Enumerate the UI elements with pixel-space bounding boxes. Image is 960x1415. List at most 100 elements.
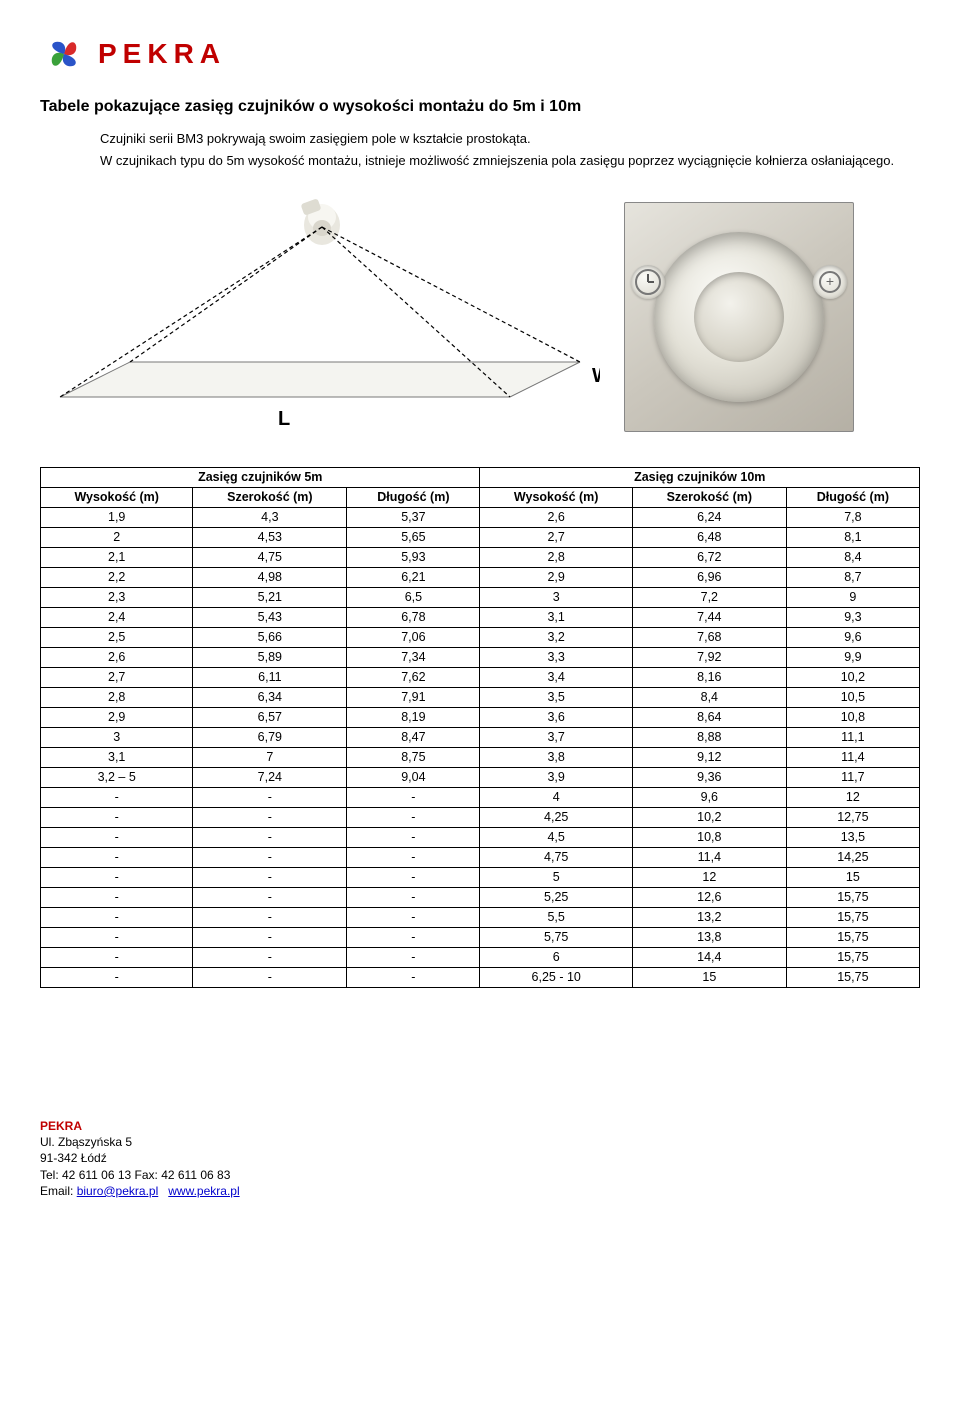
table-cell: 3,7 — [480, 728, 632, 748]
table-cell: 5,65 — [347, 528, 480, 548]
footer-phone-fax: Tel: 42 611 06 13 Fax: 42 611 06 83 — [40, 1167, 920, 1183]
table-cell: 2,7 — [480, 528, 632, 548]
table-cell: 11,7 — [786, 768, 919, 788]
table-cell: 15,75 — [786, 888, 919, 908]
table-cell: 2,2 — [41, 568, 193, 588]
table-cell: 7,44 — [632, 608, 786, 628]
table-cell: 6,48 — [632, 528, 786, 548]
table-row: 1,94,35,372,66,247,8 — [41, 508, 920, 528]
table-cell: 5 — [480, 868, 632, 888]
table-row: ---614,415,75 — [41, 948, 920, 968]
table-cell: 15,75 — [786, 928, 919, 948]
footer-contact-line: Email: biuro@pekra.pl www.pekra.pl — [40, 1183, 920, 1199]
brand-wordmark: PEKRA — [98, 38, 226, 70]
table-cell: 1,9 — [41, 508, 193, 528]
table-row: ---5,7513,815,75 — [41, 928, 920, 948]
table-cell: 5,21 — [193, 588, 347, 608]
table-cell: 9,36 — [632, 768, 786, 788]
footer-email-link[interactable]: biuro@pekra.pl — [77, 1184, 159, 1198]
table-cell: 4,25 — [480, 808, 632, 828]
table-cell: 8,88 — [632, 728, 786, 748]
table-cell: - — [193, 848, 347, 868]
table-row: ---51215 — [41, 868, 920, 888]
table-cell: 2,6 — [480, 508, 632, 528]
table-cell: 6,5 — [347, 588, 480, 608]
table-cell: 3,3 — [480, 648, 632, 668]
table-cell: 9,9 — [786, 648, 919, 668]
table-cell: 15,75 — [786, 948, 919, 968]
table-cell: 7,62 — [347, 668, 480, 688]
table-row: ---4,7511,414,25 — [41, 848, 920, 868]
table-row: 2,86,347,913,58,410,5 — [41, 688, 920, 708]
intro-block: Czujniki serii BM3 pokrywają swoim zasię… — [100, 130, 910, 169]
table-row: ---5,513,215,75 — [41, 908, 920, 928]
dial-icon — [631, 265, 665, 299]
table-row: ---4,2510,212,75 — [41, 808, 920, 828]
table-cell: 4,75 — [193, 548, 347, 568]
table-cell: 3,2 — [480, 628, 632, 648]
dial-icon: + — [813, 265, 847, 299]
table-cell: 5,75 — [480, 928, 632, 948]
table-cell: 7,8 — [786, 508, 919, 528]
table-cell: 3,9 — [480, 768, 632, 788]
table-cell: 7,68 — [632, 628, 786, 648]
footer-postcode: 91-342 Łódź — [40, 1150, 920, 1166]
table-cell: - — [347, 828, 480, 848]
table-cell: 7,2 — [632, 588, 786, 608]
table-cell: 5,43 — [193, 608, 347, 628]
table-cell: 6,34 — [193, 688, 347, 708]
table-row: ---4,510,813,5 — [41, 828, 920, 848]
table-cell: 15 — [632, 968, 786, 988]
table-cell: 11,4 — [786, 748, 919, 768]
table-cell: 11,1 — [786, 728, 919, 748]
table-cell: 2,7 — [41, 668, 193, 688]
column-header-row: Wysokość (m) Szerokość (m) Długość (m) W… — [41, 488, 920, 508]
table-cell: 2,5 — [41, 628, 193, 648]
table-cell: 13,2 — [632, 908, 786, 928]
table-cell: - — [41, 868, 193, 888]
table-cell: 5,37 — [347, 508, 480, 528]
table-cell: - — [41, 788, 193, 808]
table-row: 2,96,578,193,68,6410,8 — [41, 708, 920, 728]
table-cell: - — [193, 928, 347, 948]
table-row: 2,76,117,623,48,1610,2 — [41, 668, 920, 688]
table-row: 2,35,216,537,29 — [41, 588, 920, 608]
table-cell: 6,57 — [193, 708, 347, 728]
table-cell: 15 — [786, 868, 919, 888]
table-cell: 3,8 — [480, 748, 632, 768]
table-cell: 14,25 — [786, 848, 919, 868]
table-cell: - — [193, 828, 347, 848]
table-cell: 7,91 — [347, 688, 480, 708]
table-cell: 6,79 — [193, 728, 347, 748]
table-cell: - — [41, 888, 193, 908]
table-cell: 9 — [786, 588, 919, 608]
footer-email-label: Email: — [40, 1184, 77, 1198]
table-cell: 3 — [480, 588, 632, 608]
table-cell: 3 — [41, 728, 193, 748]
table-row: 2,65,897,343,37,929,9 — [41, 648, 920, 668]
table-row: 2,45,436,783,17,449,3 — [41, 608, 920, 628]
table-cell: 2,3 — [41, 588, 193, 608]
table-cell: - — [347, 908, 480, 928]
table-cell: 6,78 — [347, 608, 480, 628]
table-cell: - — [193, 888, 347, 908]
table-cell: - — [41, 928, 193, 948]
table-cell: 13,5 — [786, 828, 919, 848]
table-cell: 7,06 — [347, 628, 480, 648]
table-cell: 10,2 — [786, 668, 919, 688]
table-cell: 6 — [480, 948, 632, 968]
table-cell: - — [41, 968, 193, 988]
table-cell: - — [347, 888, 480, 908]
table-cell: - — [41, 948, 193, 968]
table-cell: 5,89 — [193, 648, 347, 668]
pinwheel-logo-icon — [40, 30, 88, 78]
table-cell: - — [193, 808, 347, 828]
table-cell: 3,1 — [41, 748, 193, 768]
table-cell: 7,92 — [632, 648, 786, 668]
footer-address: Ul. Zbąszyńska 5 — [40, 1134, 920, 1150]
table-cell: - — [41, 828, 193, 848]
intro-paragraph-1: Czujniki serii BM3 pokrywają swoim zasię… — [100, 130, 910, 148]
table-cell: 4 — [480, 788, 632, 808]
sensor-photo: + — [624, 202, 854, 432]
footer-site-link[interactable]: www.pekra.pl — [168, 1184, 239, 1198]
